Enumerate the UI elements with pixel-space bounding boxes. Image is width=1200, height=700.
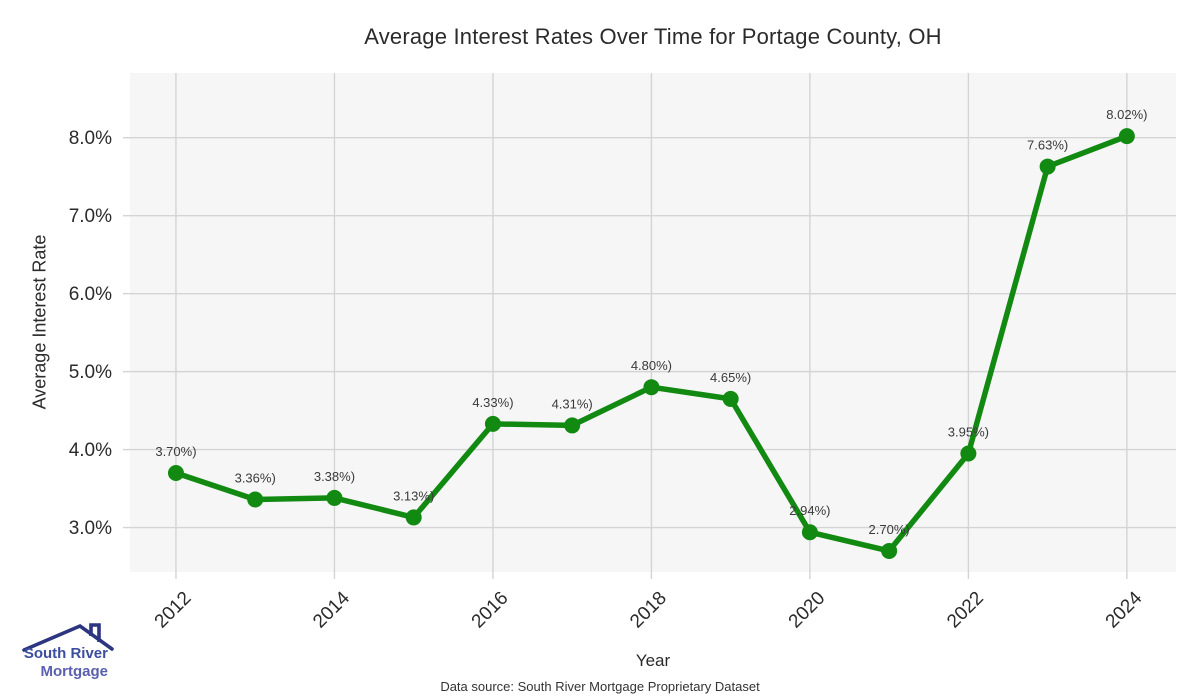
x-axis-title: Year [635,651,671,670]
data-point [643,379,660,396]
y-tick-label: 7.0% [69,206,112,227]
data-point-label: 4.80%) [631,358,672,373]
logo-text-line2: Mortgage [40,663,109,680]
y-tick-label: 4.0% [69,440,112,461]
data-source-note: Data source: South River Mortgage Propri… [440,679,760,694]
data-point-label: 4.33%) [472,395,513,410]
data-point-label: 2.70%) [869,522,910,537]
house-roof-icon [22,623,114,652]
y-axis-title: Average Interest Rate [29,234,50,410]
logo-text: South River Mortgage [16,645,108,681]
data-point [564,417,581,434]
x-tick-label: 2012 [151,588,196,633]
data-point-label: 3.13%) [393,488,434,503]
data-point-label: 4.65%) [710,370,751,385]
y-tick-label: 8.0% [69,128,112,149]
data-point [484,415,501,432]
data-point [881,542,898,559]
data-point [167,464,184,481]
data-point [1118,128,1135,145]
x-tick-label: 2024 [1102,587,1147,632]
x-tick-label: 2014 [309,587,354,632]
y-tick-label: 5.0% [69,362,112,383]
data-point-label: 3.36%) [235,470,276,485]
south-river-mortgage-logo: South River Mortgage [14,604,124,694]
data-point [247,491,264,508]
data-point-label: 8.02%) [1106,107,1147,122]
data-point-label: 2.94%) [789,503,830,518]
x-tick-label: 2022 [943,588,988,633]
data-point-label: 3.38%) [314,469,355,484]
x-tick-label: 2018 [626,588,671,633]
chart-title: Average Interest Rates Over Time for Por… [364,24,942,49]
data-point [1039,158,1056,175]
data-point-label: 7.63%) [1027,138,1068,153]
data-point-label: 4.31%) [552,396,593,411]
data-point [722,390,739,407]
data-point [405,509,422,526]
data-point [326,489,343,506]
data-point-label: 3.70%) [155,444,196,459]
plot-background [130,73,1176,572]
data-point [960,445,977,462]
x-tick-label: 2020 [785,588,830,633]
data-point-label: 3.95%) [948,424,989,439]
data-point [801,524,818,541]
x-tick-label: 2016 [468,588,513,633]
logo-text-line1: South River [23,645,108,662]
y-tick-label: 3.0% [69,518,112,539]
y-tick-label: 6.0% [69,284,112,305]
